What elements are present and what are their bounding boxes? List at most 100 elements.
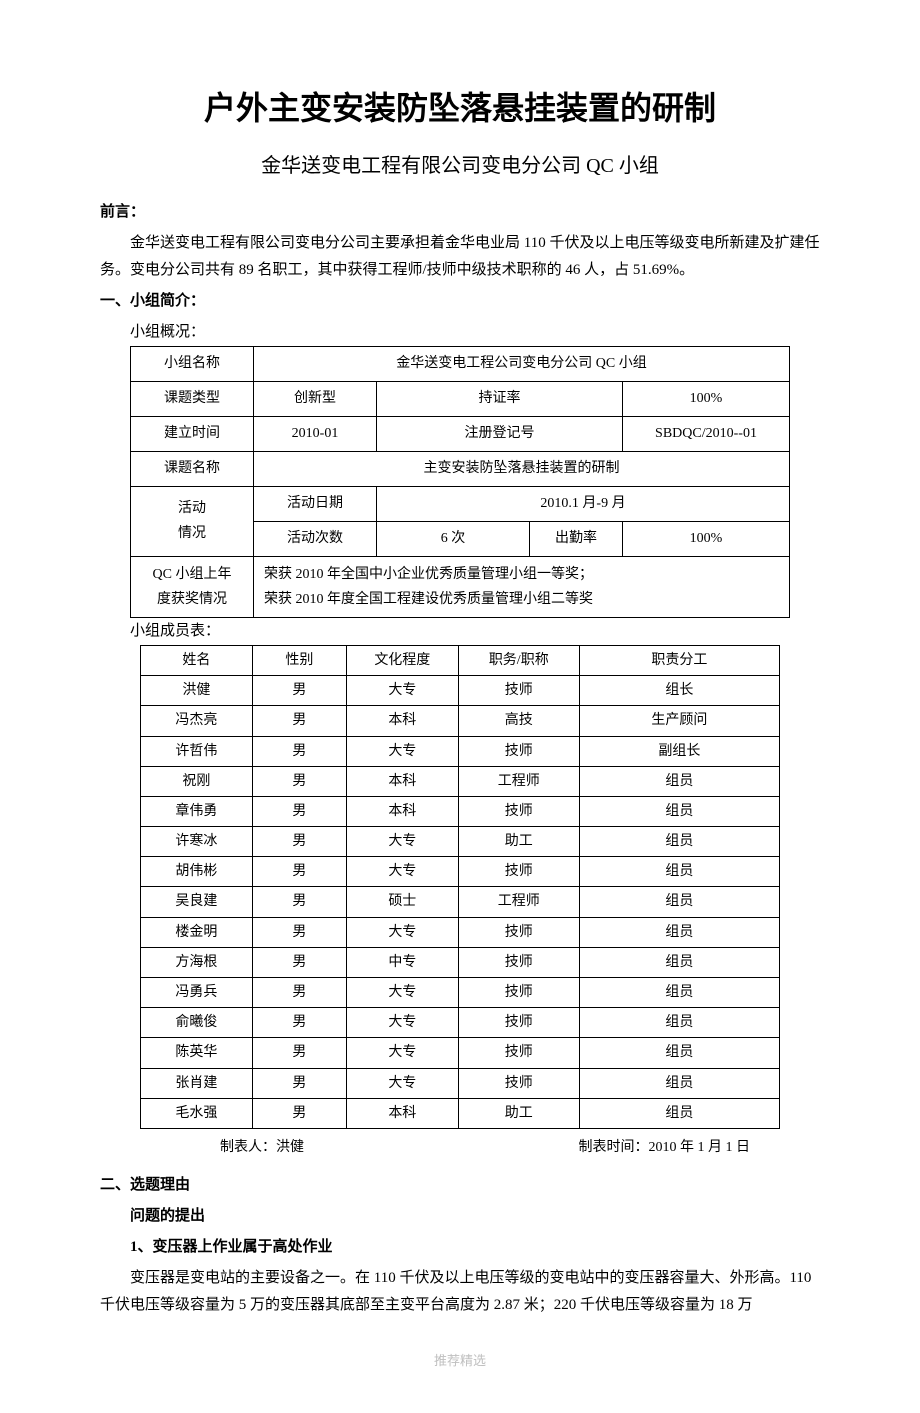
members-cell: 工程师 xyxy=(458,766,579,796)
award-line-2: 荣获 2010 年度全国工程建设优秀质量管理小组二等奖 xyxy=(264,592,593,607)
members-table: 姓名性别文化程度职务/职称职责分工 洪健男大专技师组长冯杰亮男本科高技生产顾问许… xyxy=(140,645,780,1129)
overview-cell: 2010.1 月-9 月 xyxy=(377,486,790,521)
members-cell: 技师 xyxy=(458,676,579,706)
members-cell: 男 xyxy=(252,766,346,796)
members-cell: 俞曦俊 xyxy=(141,1008,253,1038)
members-cell: 男 xyxy=(252,827,346,857)
section-2-head: 二、选题理由 xyxy=(100,1172,820,1199)
table-row: 祝刚男本科工程师组员 xyxy=(141,766,780,796)
members-cell: 许寒冰 xyxy=(141,827,253,857)
q1-head: 1、变压器上作业属于高处作业 xyxy=(130,1234,820,1261)
overview-cell: SBDQC/2010--01 xyxy=(623,416,790,451)
members-column-header: 职务/职称 xyxy=(458,645,579,675)
members-cell: 男 xyxy=(252,1098,346,1128)
members-cell: 洪健 xyxy=(141,676,253,706)
members-cell: 组员 xyxy=(579,917,779,947)
members-cell: 工程师 xyxy=(458,887,579,917)
members-cell: 技师 xyxy=(458,947,579,977)
members-cell: 冯勇兵 xyxy=(141,978,253,1008)
members-column-header: 文化程度 xyxy=(346,645,458,675)
members-cell: 组员 xyxy=(579,1098,779,1128)
members-cell: 吴良建 xyxy=(141,887,253,917)
members-cell: 组员 xyxy=(579,887,779,917)
members-cell: 高技 xyxy=(458,706,579,736)
members-cell: 胡伟彬 xyxy=(141,857,253,887)
overview-cell: 活动次数 xyxy=(254,521,377,556)
members-cell: 男 xyxy=(252,917,346,947)
members-cell: 男 xyxy=(252,736,346,766)
members-cell: 本科 xyxy=(346,1098,458,1128)
overview-cell: 课题名称 xyxy=(131,451,254,486)
members-cell: 组长 xyxy=(579,676,779,706)
members-cell: 男 xyxy=(252,706,346,736)
table-row: 洪健男大专技师组长 xyxy=(141,676,780,706)
members-cell: 组员 xyxy=(579,1038,779,1068)
overview-cell: 创新型 xyxy=(254,381,377,416)
members-cell: 张肖建 xyxy=(141,1068,253,1098)
overview-cell: 100% xyxy=(623,381,790,416)
members-cell: 大专 xyxy=(346,736,458,766)
members-cell: 助工 xyxy=(458,1098,579,1128)
table-row: 陈英华男大专技师组员 xyxy=(141,1038,780,1068)
members-cell: 陈英华 xyxy=(141,1038,253,1068)
award-line-1: 荣获 2010 年全国中小企业优秀质量管理小组一等奖； xyxy=(264,567,593,582)
table-time: 制表时间：2010 年 1 月 1 日 xyxy=(579,1135,751,1160)
members-cell: 本科 xyxy=(346,766,458,796)
overview-cell: 注册登记号 xyxy=(377,416,623,451)
overview-cell: 100% xyxy=(623,521,790,556)
overview-cell: 活动日期 xyxy=(254,486,377,521)
members-cell: 组员 xyxy=(579,947,779,977)
table-row: 许哲伟男大专技师副组长 xyxy=(141,736,780,766)
overview-cell: 持证率 xyxy=(377,381,623,416)
members-cell: 男 xyxy=(252,1008,346,1038)
members-cell: 组员 xyxy=(579,827,779,857)
members-cell: 男 xyxy=(252,947,346,977)
members-column-header: 性别 xyxy=(252,645,346,675)
members-cell: 大专 xyxy=(346,978,458,1008)
preface-body: 金华送变电工程有限公司变电分公司主要承担着金华电业局 110 千伏及以上电压等级… xyxy=(100,230,820,284)
members-cell: 技师 xyxy=(458,978,579,1008)
members-cell: 助工 xyxy=(458,827,579,857)
members-column-header: 职责分工 xyxy=(579,645,779,675)
question-head: 问题的提出 xyxy=(130,1203,820,1230)
members-table-label: 小组成员表： xyxy=(130,618,820,645)
members-cell: 技师 xyxy=(458,736,579,766)
members-cell: 组员 xyxy=(579,1008,779,1038)
overview-table: 小组名称 金华送变电工程公司变电分公司 QC 小组 课题类型 创新型 持证率 1… xyxy=(130,346,790,618)
document-subtitle: 金华送变电工程有限公司变电分公司 QC 小组 xyxy=(100,148,820,184)
overview-cell: 建立时间 xyxy=(131,416,254,451)
document-title: 户外主变安装防坠落悬挂装置的研制 xyxy=(100,80,820,138)
members-cell: 组员 xyxy=(579,1068,779,1098)
members-cell: 大专 xyxy=(346,676,458,706)
members-cell: 冯杰亮 xyxy=(141,706,253,736)
q1-body: 变压器是变电站的主要设备之一。在 110 千伏及以上电压等级的变电站中的变压器容… xyxy=(100,1265,820,1319)
table-row: 毛水强男本科助工组员 xyxy=(141,1098,780,1128)
members-cell: 大专 xyxy=(346,827,458,857)
preface-label: 前言： xyxy=(100,199,820,226)
members-cell: 大专 xyxy=(346,1068,458,1098)
members-cell: 祝刚 xyxy=(141,766,253,796)
members-cell: 技师 xyxy=(458,917,579,947)
members-cell: 男 xyxy=(252,796,346,826)
members-cell: 男 xyxy=(252,887,346,917)
members-cell: 毛水强 xyxy=(141,1098,253,1128)
table-maker: 制表人：洪健 xyxy=(220,1140,304,1155)
table-row: 章伟勇男本科技师组员 xyxy=(141,796,780,826)
members-cell: 中专 xyxy=(346,947,458,977)
overview-cell: 6 次 xyxy=(377,521,530,556)
members-cell: 技师 xyxy=(458,1008,579,1038)
overview-cell: 金华送变电工程公司变电分公司 QC 小组 xyxy=(254,346,790,381)
members-cell: 方海根 xyxy=(141,947,253,977)
members-cell: 大专 xyxy=(346,1008,458,1038)
members-cell: 组员 xyxy=(579,766,779,796)
members-cell: 硕士 xyxy=(346,887,458,917)
overview-cell: 2010-01 xyxy=(254,416,377,451)
members-cell: 大专 xyxy=(346,1038,458,1068)
overview-cell: 主变安装防坠落悬挂装置的研制 xyxy=(254,451,790,486)
overview-table-label: 小组概况： xyxy=(130,319,820,346)
members-cell: 大专 xyxy=(346,917,458,947)
overview-cell: 荣获 2010 年全国中小企业优秀质量管理小组一等奖； 荣获 2010 年度全国… xyxy=(254,556,790,617)
table-row: 俞曦俊男大专技师组员 xyxy=(141,1008,780,1038)
table-footer: 制表人：洪健 制表时间：2010 年 1 月 1 日 xyxy=(130,1135,790,1160)
members-cell: 许哲伟 xyxy=(141,736,253,766)
